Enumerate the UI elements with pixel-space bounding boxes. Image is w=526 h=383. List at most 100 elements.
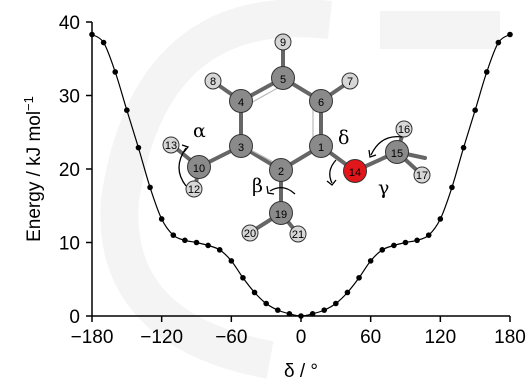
data-point	[205, 242, 211, 249]
atom-label-16: 16	[398, 124, 410, 136]
y-tick-label: 30	[59, 87, 80, 108]
watermark	[100, 0, 500, 379]
atom-label-3: 3	[238, 142, 244, 154]
atom-label-14: 14	[349, 167, 361, 179]
data-point	[135, 144, 142, 151]
atom-13	[162, 136, 180, 154]
hydrogen-atoms	[162, 33, 431, 243]
data-point	[379, 247, 386, 253]
atom-label-4: 4	[238, 97, 244, 109]
data-point	[495, 39, 502, 46]
atom-21	[289, 225, 307, 243]
data-point	[89, 31, 95, 38]
atom-3	[229, 134, 253, 158]
rotation-arrow-alpha-head	[181, 144, 190, 153]
aromatic-inner-bonds	[246, 84, 314, 166]
atom-label-8: 8	[210, 76, 216, 88]
rotation-arrow-beta	[269, 187, 296, 195]
data-point	[193, 239, 200, 246]
data-point	[124, 107, 130, 113]
data-point	[425, 232, 432, 238]
data-point	[344, 289, 351, 296]
rotation-arrow-gamma-head	[368, 149, 377, 158]
x-tick-label: −180	[71, 327, 114, 348]
data-point	[402, 239, 409, 246]
x-tick-label: −60	[215, 327, 247, 348]
atom-7	[341, 72, 359, 90]
data-point	[437, 216, 444, 222]
rotation-arrow-beta-head	[266, 185, 275, 195]
data-point	[251, 289, 258, 296]
atom-labels: 1 2 3 4 5 6 7 8 9 10 12 13 14 15 16 17 1…	[165, 37, 428, 241]
y-tick-label: 0	[69, 307, 80, 328]
atom-label-6: 6	[318, 97, 324, 109]
angle-label-beta: β	[252, 175, 263, 197]
atom-label-2: 2	[278, 166, 284, 178]
data-point	[182, 237, 188, 244]
data-point	[298, 313, 304, 319]
data-point	[309, 310, 316, 317]
data-point	[472, 107, 478, 113]
atom-5	[271, 66, 295, 90]
y-tick-label: 10	[59, 234, 80, 255]
data-point	[158, 216, 165, 222]
atom-label-15: 15	[391, 148, 403, 160]
atom-label-19: 19	[275, 209, 287, 221]
data-point	[100, 39, 107, 46]
rotation-arrow-delta	[329, 159, 337, 184]
atom-1	[309, 134, 333, 158]
y-tick-label: 20	[59, 160, 80, 181]
x-tick-label: 180	[494, 327, 526, 348]
atom-label-1: 1	[318, 142, 324, 154]
x-ticks: −180 −120 −60 0 60 120 180	[71, 316, 526, 348]
molecule-illustration: 1 2 3 4 5 6 7 8 9 10 12 13 14 15 16 17 1…	[162, 33, 431, 243]
data-point	[286, 310, 293, 317]
atom-20	[241, 224, 259, 242]
x-tick-label: 120	[424, 327, 456, 348]
atom-12	[185, 180, 203, 198]
x-tick-label: −120	[140, 327, 183, 348]
y-axis-title: Energy / kJ mol−1	[21, 96, 45, 242]
data-point	[460, 144, 467, 151]
data-point	[170, 232, 177, 238]
watermark-shape-curve	[100, 0, 333, 379]
atom-16	[395, 120, 413, 138]
atom-label-7: 7	[347, 76, 353, 88]
atom-2	[269, 158, 293, 182]
angle-label-delta: δ	[338, 127, 349, 149]
data-point	[391, 242, 397, 249]
atom-14	[343, 159, 367, 183]
data-point	[263, 300, 269, 307]
data-point	[333, 300, 339, 307]
atom-label-21: 21	[292, 229, 304, 241]
atom-6	[309, 89, 333, 113]
atom-8	[204, 72, 222, 90]
energy-series-points	[89, 31, 513, 319]
angle-label-alpha: α	[193, 120, 206, 142]
atom-label-12: 12	[188, 184, 200, 196]
y-ticks: 0 10 20 30 40	[59, 13, 92, 328]
x-axis-title: δ / °	[284, 361, 318, 382]
data-point	[216, 247, 223, 253]
angle-label-gamma: γ	[378, 177, 389, 199]
rotation-arrows	[178, 135, 403, 195]
data-point	[483, 69, 490, 75]
data-point	[356, 274, 362, 281]
atom-label-5: 5	[280, 74, 286, 86]
atom-17	[413, 166, 431, 184]
atom-9	[274, 33, 292, 51]
data-point	[112, 69, 119, 75]
rotation-arrow-delta-head	[326, 179, 337, 186]
data-point	[147, 184, 153, 191]
atom-label-13: 13	[165, 140, 177, 152]
atom-label-17: 17	[416, 170, 428, 182]
atom-label-9: 9	[280, 37, 286, 49]
atom-10	[187, 155, 211, 179]
atom-label-20: 20	[244, 228, 256, 240]
data-point	[449, 184, 455, 191]
data-point	[274, 307, 281, 313]
x-tick-label: 60	[360, 327, 381, 348]
rotation-arrow-gamma	[370, 135, 403, 156]
y-axis-title-superscript: −1	[21, 96, 36, 111]
